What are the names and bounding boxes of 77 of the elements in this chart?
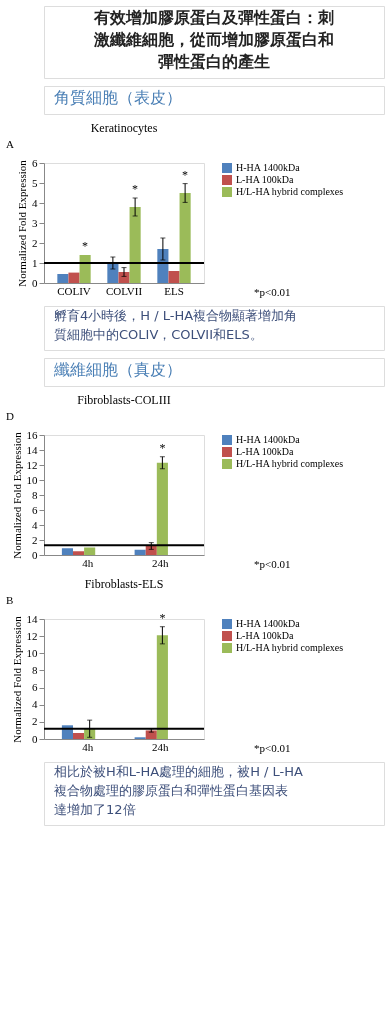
text: D: [6, 410, 14, 422]
y-tick-label: 6: [32, 156, 38, 169]
x-tick-label: ELS: [164, 284, 184, 297]
bar: [156, 635, 168, 739]
y-tick-label: 10: [26, 646, 38, 659]
text: *p<0.01: [254, 286, 291, 298]
annotation: *: [159, 610, 166, 625]
annotation: *: [132, 182, 139, 196]
text: *p<0.01: [254, 558, 291, 570]
y-tick-label: 2: [32, 533, 38, 546]
text: *p<0.01: [254, 742, 291, 754]
x-tick-label: 24h: [152, 556, 170, 569]
x-tick-label: COLVII: [105, 284, 143, 297]
y-tick-label: 14: [26, 612, 38, 625]
annotation: *: [182, 167, 189, 182]
chart-title: Keratinocytes: [90, 121, 158, 135]
y-tick-label: 0: [32, 276, 38, 289]
y-axis-title: Normalized Fold Expression: [10, 431, 23, 559]
x-tick-label: COLIV: [57, 284, 91, 297]
y-tick-label: 2: [32, 236, 38, 249]
bar: [118, 272, 130, 283]
bar: [68, 272, 80, 283]
y-tick-label: 8: [32, 663, 38, 676]
y-tick-label: 5: [32, 176, 38, 189]
text: 孵育4小時後，H / L-HA複合物顯著增加角質細胞中的COLIV，COLVII和ELS。: [54, 308, 298, 342]
y-tick-label: 16: [26, 428, 38, 441]
legend-label: H-HA 1400kDa: [236, 434, 301, 445]
legend-label: H/L-HA hybrid complexes: [236, 186, 344, 197]
text: A: [6, 138, 14, 150]
text: B: [6, 594, 14, 606]
y-axis-title: Normalized Fold Expression: [10, 615, 23, 743]
bar: [145, 730, 157, 739]
y-tick-label: 4: [32, 518, 38, 531]
annotation: *: [82, 239, 89, 253]
bar: [72, 551, 85, 555]
bar: [129, 207, 141, 283]
legend-label: H/L-HA hybrid complexes: [236, 642, 344, 653]
y-tick-label: 8: [32, 488, 38, 501]
y-tick-label: 6: [32, 503, 38, 516]
y-tick-label: 0: [32, 732, 38, 745]
bar: [79, 255, 91, 283]
y-tick-label: 10: [26, 473, 38, 486]
y-tick-label: 1: [32, 256, 38, 269]
bar: [134, 549, 146, 555]
bar: [72, 733, 85, 739]
chart-title: Fibroblasts-COLIII: [77, 393, 171, 407]
y-tick-label: 0: [32, 548, 38, 561]
bar: [168, 271, 180, 283]
bar: [57, 274, 69, 283]
legend-label: H-HA 1400kDa: [236, 618, 301, 629]
y-tick-label: 6: [32, 681, 38, 694]
legend-label: H-HA 1400kDa: [236, 162, 301, 173]
text: 有效增加膠原蛋白及彈性蛋白：刺激纖維細胞，從而增加膠原蛋白和彈性蛋白的產生: [93, 8, 334, 71]
legend-label: H/L-HA hybrid complexes: [236, 458, 344, 469]
text: 纖維細胞（真皮）: [53, 360, 182, 379]
bar: [156, 462, 168, 555]
y-tick-label: 12: [26, 458, 38, 471]
annotation: *: [159, 440, 166, 455]
bar: [84, 547, 96, 555]
y-tick-label: 3: [32, 216, 38, 229]
text: 相比於被H和L-HA處理的細胞，被H / L-HA複合物處理的膠原蛋白和彈性蛋白基因表達增加了12倍: [54, 764, 304, 817]
x-tick-label: 24h: [152, 740, 170, 753]
text: 角質細胞（表皮）: [54, 88, 182, 107]
x-tick-label: 4h: [82, 740, 94, 753]
x-tick-label: 4h: [82, 556, 94, 569]
y-tick-label: 4: [32, 196, 38, 209]
legend-label: L-HA 100kDa: [236, 630, 295, 641]
chart-title: Fibroblasts-ELS: [84, 577, 164, 591]
bar: [179, 193, 191, 283]
bar: [61, 548, 73, 555]
y-axis-title: Normalized Fold Expression: [16, 159, 28, 287]
y-tick-label: 2: [32, 715, 38, 728]
y-tick-label: 4: [32, 698, 38, 711]
legend-label: L-HA 100kDa: [236, 446, 295, 457]
legend-label: L-HA 100kDa: [236, 174, 295, 185]
y-tick-label: 14: [26, 443, 38, 456]
y-tick-label: 12: [26, 629, 38, 642]
